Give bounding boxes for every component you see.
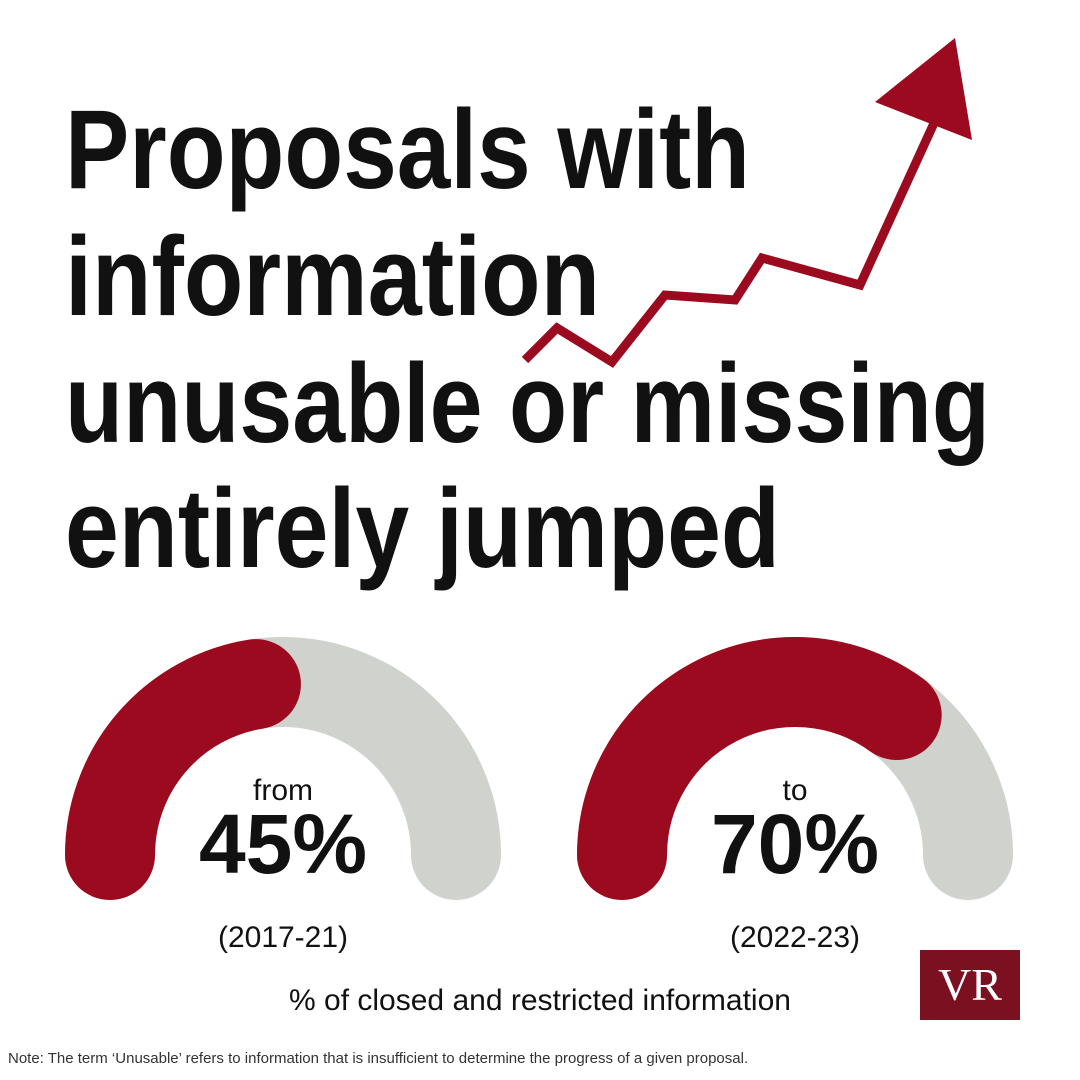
note: Note: The term ‘Unusable’ refers to info… [8, 1050, 748, 1067]
title-line: Proposals with [65, 87, 750, 212]
gauge-value-label: 45% [199, 797, 367, 891]
gauge-period: (2022-23) [730, 921, 860, 954]
caption: % of closed and restricted information [289, 984, 791, 1017]
arrow-line [521, 108, 945, 368]
title-line: entirely jumped [65, 466, 780, 591]
logo: VR [938, 959, 1002, 1010]
gauge-value-label: 70% [711, 797, 879, 891]
logo-box [920, 950, 1020, 1020]
gauge-period: (2017-21) [218, 921, 348, 954]
title-line: unusable or missing [65, 341, 990, 466]
gauge-value [577, 637, 942, 900]
gauge-value [65, 639, 301, 900]
title-line: information [65, 214, 600, 339]
arrow-head [875, 38, 972, 140]
gauge-label: from [253, 774, 313, 807]
gauge-label: to [782, 774, 807, 807]
rising-arrow [521, 38, 972, 368]
